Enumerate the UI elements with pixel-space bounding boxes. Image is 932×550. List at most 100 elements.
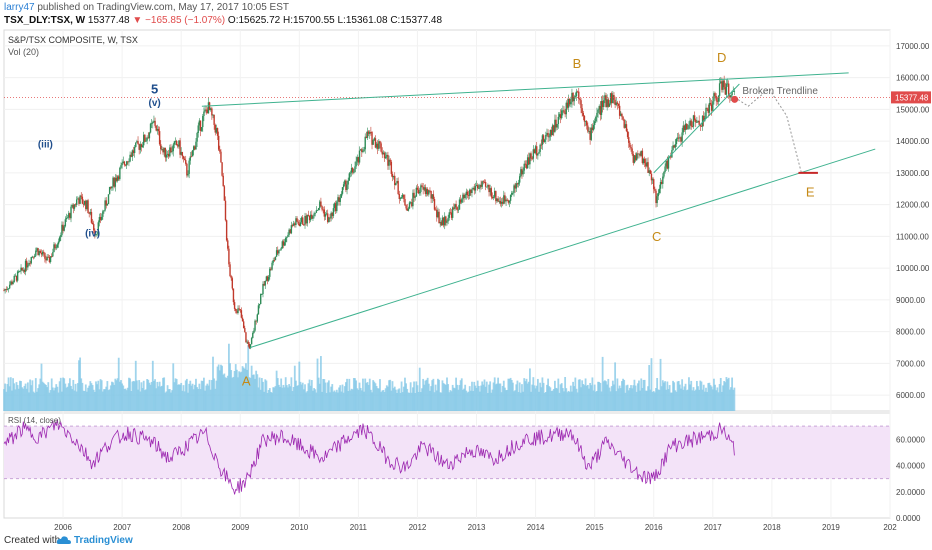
volume-bar: [12, 378, 14, 411]
volume-bar: [296, 385, 298, 411]
time-tick-label: 2007: [113, 523, 131, 532]
candle-body: [349, 172, 352, 174]
candle-body: [85, 200, 87, 210]
volume-bar: [355, 380, 358, 411]
candle-body: [541, 135, 544, 145]
author-link[interactable]: larry47: [4, 2, 35, 13]
volume-bar: [664, 381, 666, 411]
candle-body: [469, 189, 471, 196]
close-value: 15377.48: [400, 15, 443, 26]
volume-bar: [128, 377, 130, 411]
volume-bar: [72, 379, 75, 411]
volume-bar: [674, 390, 677, 411]
volume-bar: [179, 384, 181, 411]
volume-bar: [598, 381, 601, 411]
volume-bar: [550, 391, 553, 411]
candle-body: [177, 145, 179, 147]
candle-body: [476, 185, 479, 189]
candle-body: [340, 193, 343, 198]
volume-bar: [335, 389, 338, 411]
candle-body: [534, 146, 537, 154]
volume-bar: [597, 381, 599, 411]
volume-bar: [91, 385, 94, 411]
candle-body: [406, 208, 408, 211]
candle-body: [79, 195, 81, 204]
volume-bar: [45, 384, 47, 411]
volume-bar: [722, 385, 724, 411]
candle-body: [728, 83, 730, 96]
candle-body: [657, 192, 659, 197]
volume-bar: [314, 389, 317, 411]
candle-body: [248, 343, 251, 349]
candle-body: [705, 107, 707, 118]
volume-bar: [334, 392, 337, 411]
candle-body: [344, 180, 346, 185]
candle-body: [331, 212, 333, 216]
candle-body: [313, 213, 315, 217]
time-tick-label: 2018: [763, 523, 781, 532]
volume-bar: [635, 391, 638, 411]
candle-body: [614, 99, 616, 105]
candle-body: [94, 230, 96, 236]
tradingview-link[interactable]: TradingView: [74, 535, 133, 546]
volume-bar: [376, 388, 379, 411]
publish-line: larry47 published on TradingView.com, Ma…: [4, 1, 289, 14]
volume-bar: [460, 378, 463, 411]
volume-bar: [363, 391, 365, 411]
volume-bar: [37, 388, 39, 411]
volume-bar: [430, 386, 432, 411]
candle-body: [483, 181, 486, 183]
candle-body: [303, 224, 305, 226]
candle-body: [199, 120, 202, 131]
volume-bar: [214, 388, 217, 411]
volume-bar: [225, 378, 228, 411]
volume-bar: [263, 391, 266, 411]
candle-body: [456, 207, 458, 210]
volume-bar: [720, 391, 723, 411]
volume-bar: [440, 392, 443, 411]
volume-bar: [714, 384, 716, 411]
volume-bar: [639, 390, 642, 411]
candle-body: [206, 109, 209, 114]
volume-bar: [239, 372, 242, 411]
candle-body: [389, 159, 391, 162]
volume-bar: [443, 384, 446, 411]
candle-body: [10, 281, 12, 285]
candle-body: [185, 160, 187, 164]
volume-bar: [627, 390, 630, 411]
candle-body: [227, 240, 229, 249]
volume-bar: [277, 384, 280, 411]
candle-body: [95, 234, 97, 236]
volume-bar: [455, 377, 457, 411]
volume-bar: [554, 380, 556, 411]
candle-body: [124, 164, 127, 166]
candle-body: [215, 128, 218, 133]
volume-bar: [19, 380, 21, 411]
candle-body: [108, 186, 111, 195]
candle-body: [482, 181, 485, 183]
candle-body: [269, 268, 271, 277]
volume-bar: [501, 385, 504, 411]
candle-body: [578, 91, 580, 99]
price-tick-label: 17000.00: [896, 42, 930, 51]
volume-bar: [362, 378, 364, 411]
candle-body: [387, 154, 389, 166]
candle-body: [421, 185, 423, 187]
volume-bar: [268, 388, 271, 411]
volume-bar: [310, 380, 313, 411]
candle-body: [107, 194, 110, 205]
candle-body: [714, 93, 716, 96]
candle-body: [553, 125, 555, 132]
volume-bar: [666, 381, 669, 411]
volume-bar: [141, 388, 144, 411]
candle-body: [161, 149, 163, 150]
candle-body: [179, 140, 181, 155]
candle-body: [531, 158, 533, 160]
candle-body: [491, 196, 494, 198]
price-tick-label: 14000.00: [896, 137, 930, 146]
volume-bar: [573, 386, 576, 411]
candle-body: [57, 241, 60, 245]
candle-body: [572, 92, 574, 102]
volume-bar: [58, 381, 61, 411]
price-chart[interactable]: 6000.00 7000.00 8000.00 9000.00 10000.00 1100…: [0, 28, 932, 532]
